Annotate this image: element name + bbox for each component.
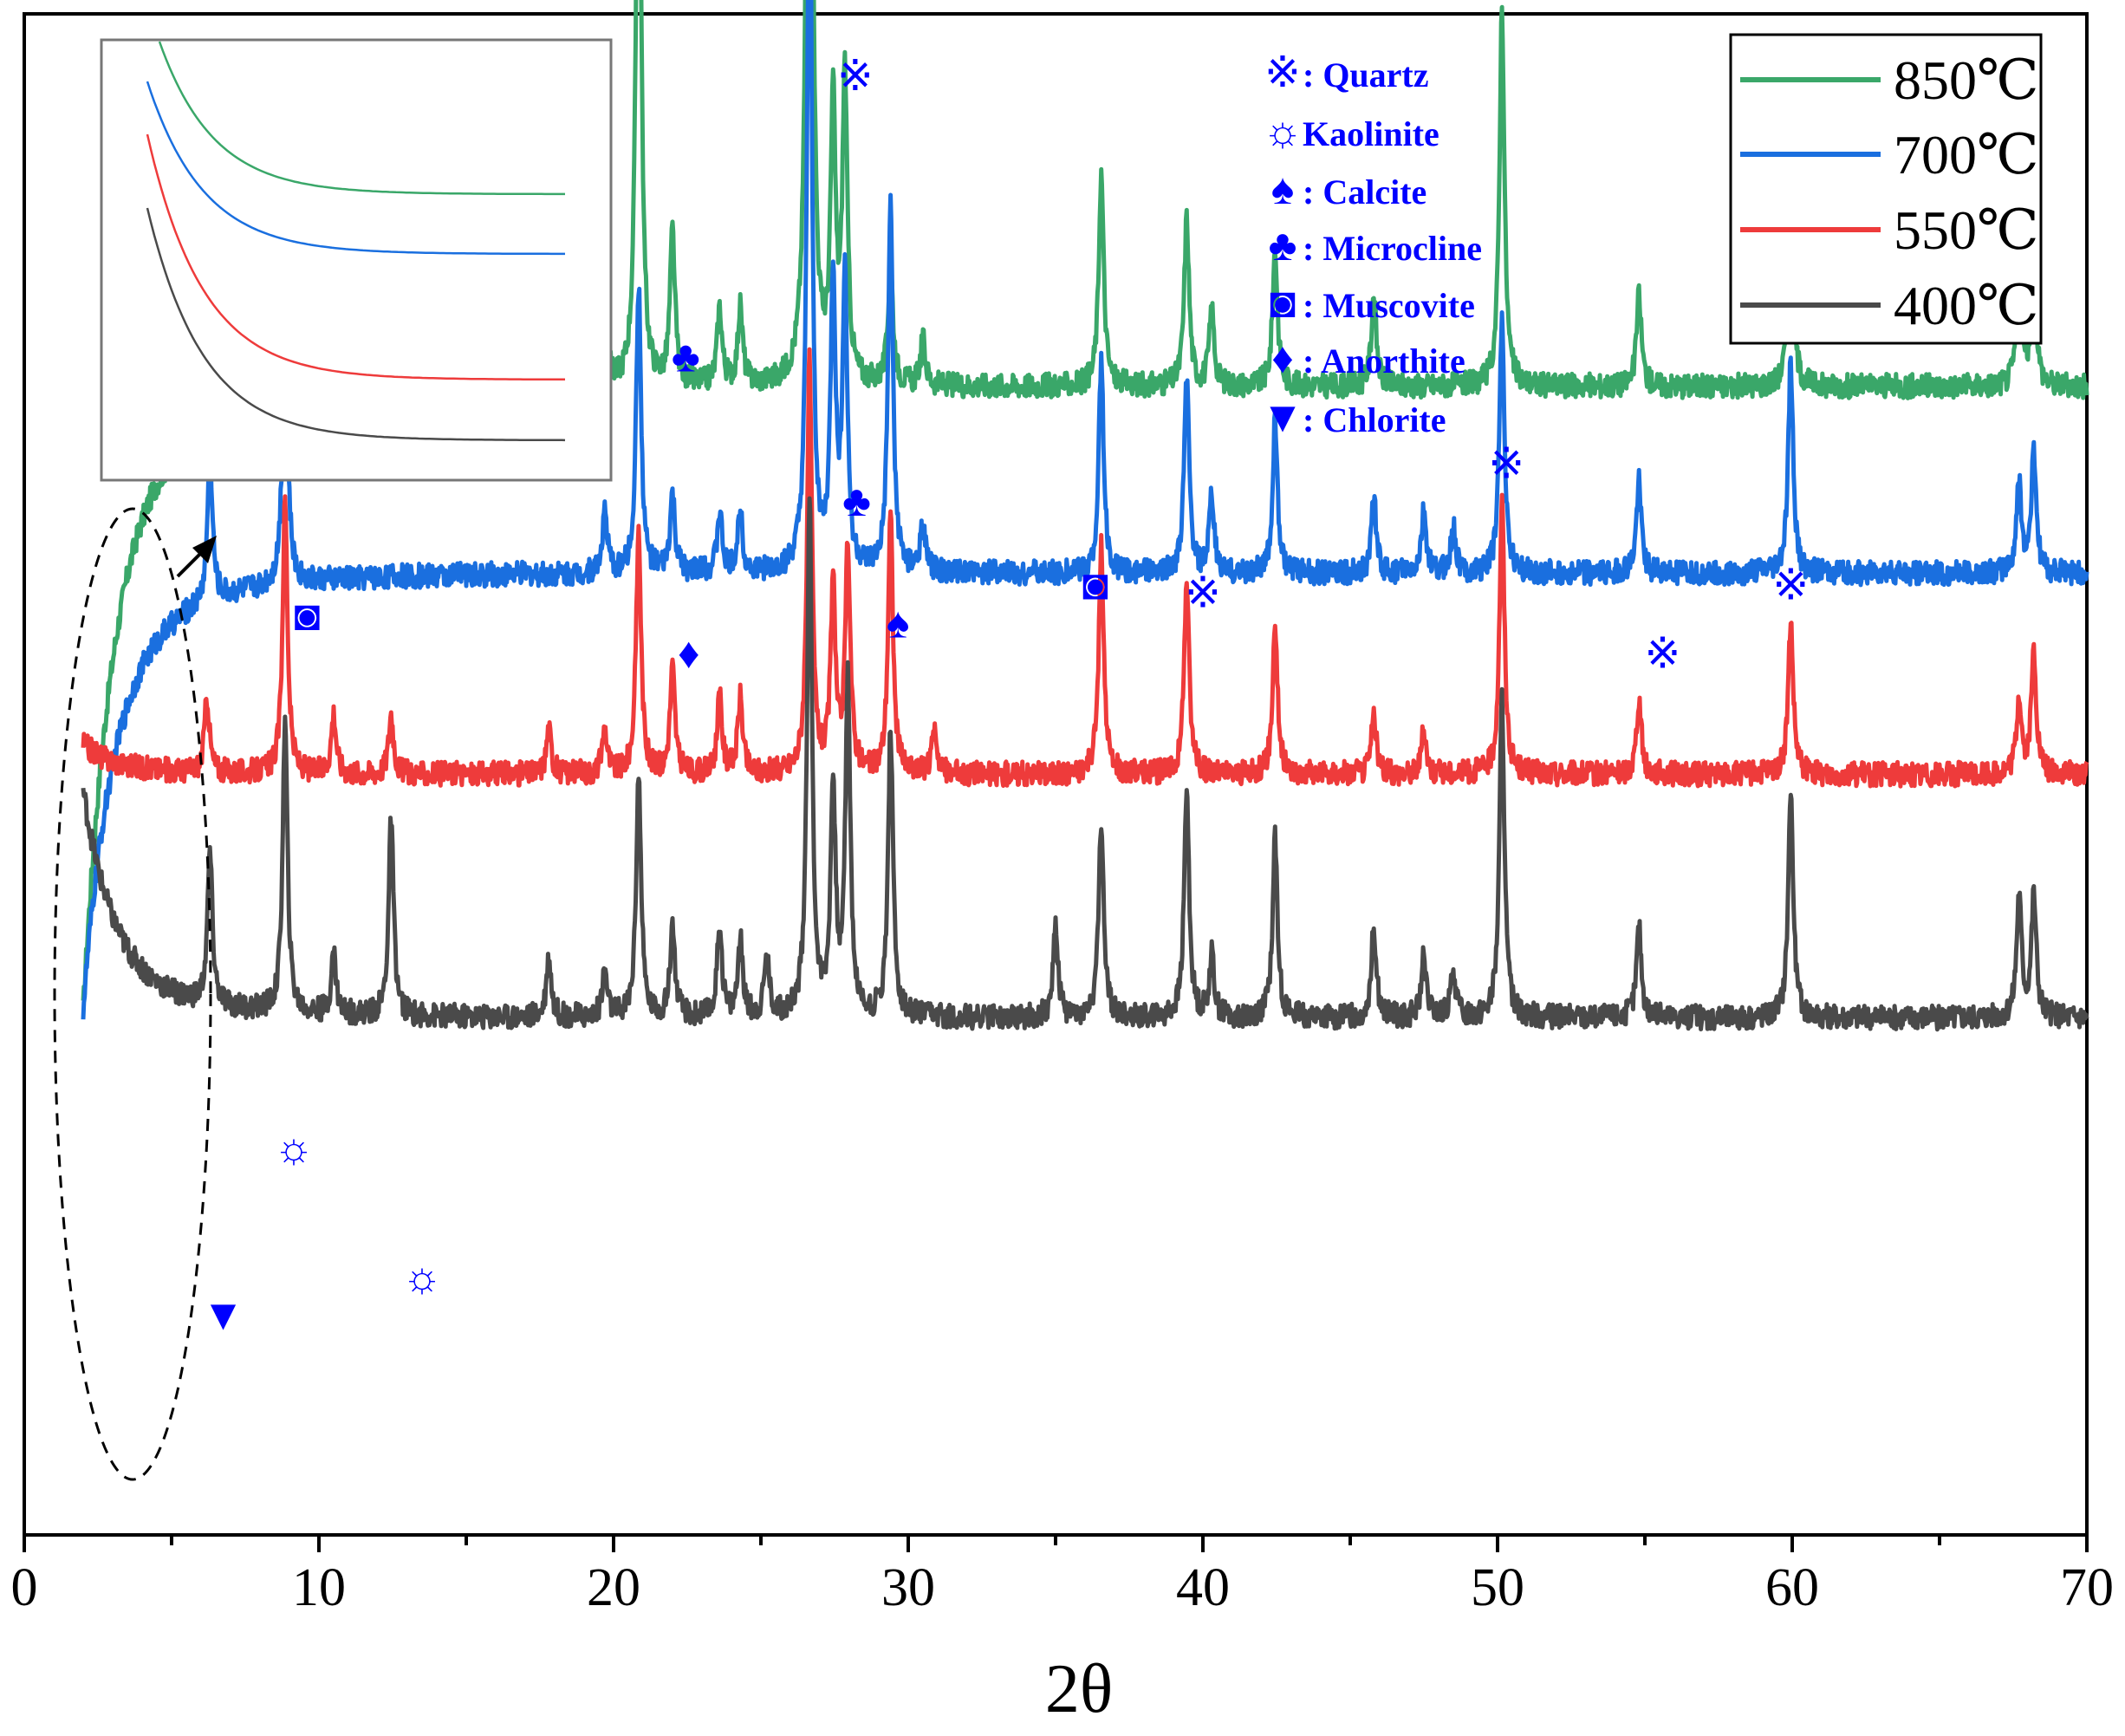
peak-marker: ※ (837, 51, 874, 100)
x-tick-label: 60 (1765, 1558, 1819, 1617)
x-tick-label: 70 (2060, 1558, 2114, 1617)
x-tick-label: 30 (881, 1558, 935, 1617)
inset-curve-1 (158, 41, 565, 196)
phase-legend-label: : Calcite (1303, 172, 1426, 211)
peak-marker: ♦ (678, 629, 700, 678)
inset-curve-2 (146, 81, 565, 256)
peak-marker: ☼ (274, 1123, 314, 1172)
peak-annotations: ※ ♣ ♣ ♠ ♦ ◙ ◙ ※ ※ ※ ※ ☼ ☼ ▼ (202, 51, 1810, 1339)
phase-legend-label: : Anorthite (1303, 341, 1465, 380)
peak-marker: ※ (1488, 439, 1524, 487)
zoom-arrow-head (192, 536, 217, 563)
low-angle-ellipse (53, 507, 212, 1481)
phase-legend-symbol: ▼ (1261, 393, 1304, 441)
phase-legend-label: : Quartz (1303, 55, 1429, 94)
phase-legend-symbol: ♣ (1269, 221, 1297, 270)
inset-frame (100, 38, 613, 482)
zoom-indicator (53, 507, 217, 1481)
phase-legend-symbol: ♦ (1271, 334, 1294, 382)
x-axis-title: 2θ (1045, 1651, 1113, 1727)
legend-label: 400℃ (1894, 275, 2039, 336)
peak-marker: ♠ (887, 599, 910, 647)
phase-legend-symbol: ◙ (1270, 278, 1296, 327)
phase-legend-label: : Microcline (1303, 229, 1482, 268)
inset-curve-4 (146, 207, 566, 442)
series-legend-frame (1729, 33, 2043, 345)
x-tick-label: 40 (1176, 1558, 1230, 1617)
legend-label: 700℃ (1894, 124, 2039, 185)
x-tick-label: 0 (11, 1558, 38, 1617)
peak-marker: ◙ (1082, 561, 1108, 609)
peak-marker: ※ (1772, 561, 1809, 609)
phase-legend-symbol: ♠ (1271, 165, 1295, 213)
peak-marker: ※ (1185, 568, 1221, 616)
series-line-2 (81, 0, 2089, 1020)
series-line-3 (81, 347, 2089, 789)
legend-label: 850℃ (1894, 49, 2039, 111)
peak-marker: ▼ (202, 1291, 245, 1339)
inset-curves (146, 41, 566, 442)
x-axis-ticks: 0 10 20 30 40 50 60 70 (11, 1535, 2114, 1617)
phase-legend-symbol: ※ (1264, 48, 1301, 96)
legend-label: 550℃ (1894, 199, 2039, 261)
phase-legend-label: : Chlorite (1303, 400, 1446, 439)
phase-legend-label: Kaolinite (1303, 114, 1439, 153)
x-tick-label: 50 (1471, 1558, 1524, 1617)
inset (100, 38, 613, 482)
phase-legend-label: : Muscovite (1303, 286, 1475, 325)
phase-legend-symbol: ☼ (1263, 107, 1303, 155)
series-legend: 850℃ 700℃ 550℃ 400℃ (1729, 33, 2043, 345)
peak-marker: ♣ (842, 477, 871, 525)
peak-marker: ◙ (294, 591, 320, 640)
peak-marker: ※ (1644, 629, 1680, 678)
inset-curve-3 (146, 133, 565, 381)
series-legend-items: 850℃ 700℃ 550℃ 400℃ (1740, 49, 2039, 336)
series-line-4 (81, 496, 2089, 1032)
peak-marker: ☼ (402, 1252, 442, 1301)
phase-legend: ※: Quartz☼ Kaolinite♠: Calcite♣: Microcl… (1261, 48, 1482, 441)
x-tick-label: 10 (292, 1558, 346, 1617)
peak-marker: ♣ (672, 332, 700, 380)
x-tick-label: 20 (587, 1558, 640, 1617)
